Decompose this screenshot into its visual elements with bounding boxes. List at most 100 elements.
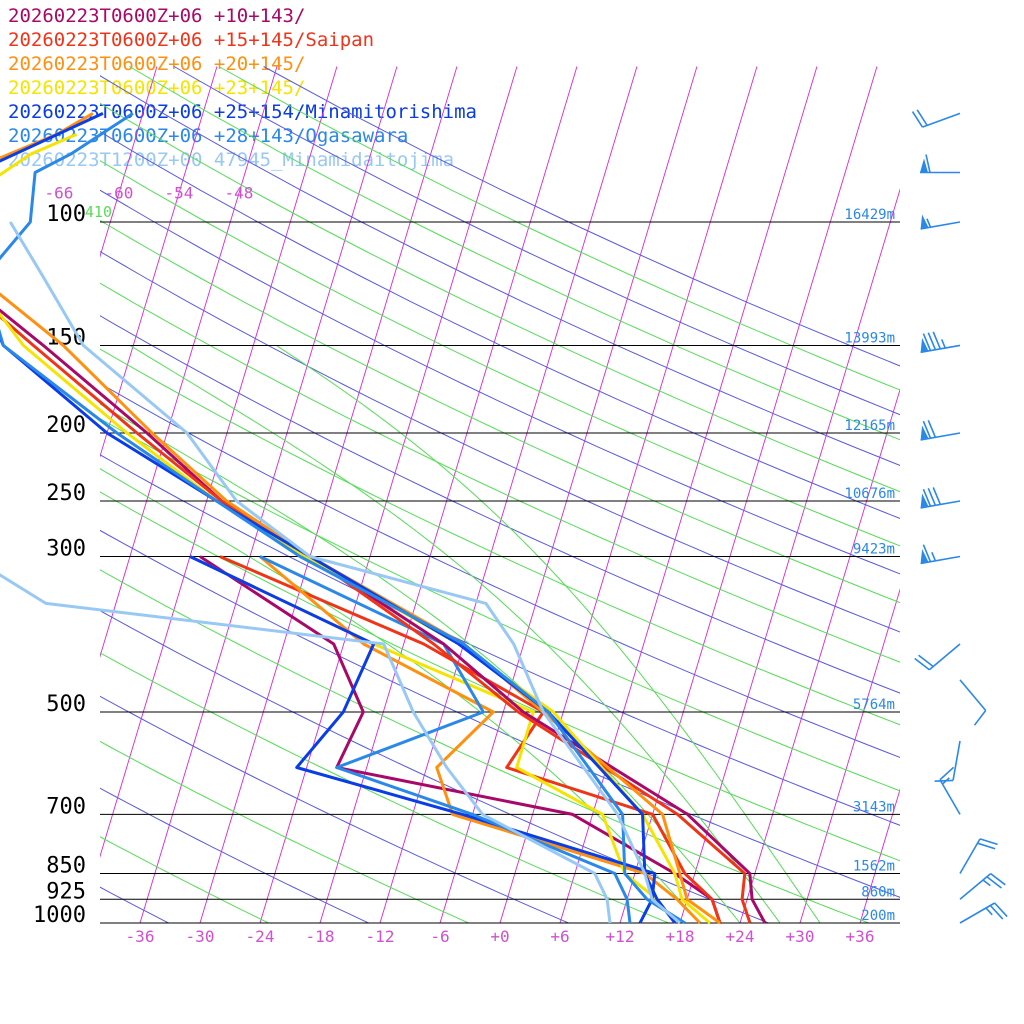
temperature-line <box>0 112 686 925</box>
wind-barb-full <box>927 332 937 351</box>
pressure-label: 300 <box>46 536 86 561</box>
wind-barb-full <box>922 488 932 507</box>
wind-barb-shaft <box>922 112 961 128</box>
dry-adiabat-line <box>100 348 900 726</box>
isotherm-line <box>799 588 900 923</box>
wind-barb-full <box>979 838 998 846</box>
wind-barb-half <box>941 777 950 785</box>
height-label: 5764m <box>853 697 895 713</box>
x-tick-label: +0 <box>490 927 509 946</box>
wind-barb-full <box>932 331 942 350</box>
sounding-profiles <box>0 112 767 925</box>
dry-adiabat-line <box>100 695 569 923</box>
wind-barb-shaft <box>920 555 961 565</box>
legend-entry: 20260223T0600Z+06 +10+143/ <box>8 5 306 27</box>
isotherm-line <box>259 66 518 923</box>
pressure-label: 700 <box>46 794 86 819</box>
wind-barb-full <box>932 487 942 505</box>
dewpoint-line <box>259 555 702 925</box>
isotherm-line <box>679 188 900 923</box>
isotherm-line <box>319 66 578 923</box>
legend-entry: 20260223T0600Z+06 +15+145/Saipan <box>8 29 375 51</box>
wind-barb-full <box>994 902 1008 918</box>
wind-barb-pennant <box>920 337 929 353</box>
wind-barb-shaft <box>959 872 992 900</box>
wind-barb-full <box>916 109 928 126</box>
wind-barb-pennant <box>920 425 929 440</box>
wind-barb-full <box>918 654 934 668</box>
wind-barb-pennant <box>920 158 928 173</box>
height-label: 13993m <box>844 330 895 346</box>
dry-adiabat-line <box>100 160 900 547</box>
wind-barb-half <box>985 907 993 916</box>
wind-barb-full <box>922 544 932 563</box>
isotherm-line <box>439 66 698 923</box>
x-tick-label: +18 <box>666 927 695 946</box>
wind-barb-shaft <box>920 432 961 441</box>
wind-barb <box>939 766 961 815</box>
wind-barb-shaft <box>939 779 961 815</box>
wind-barb <box>920 544 961 565</box>
x-tick-label: -24 <box>246 927 275 946</box>
wind-barb <box>911 109 961 128</box>
wind-barb <box>920 331 961 354</box>
wind-barb <box>934 740 961 783</box>
wind-barb <box>920 214 961 230</box>
x-tick-label: +24 <box>726 927 755 946</box>
wind-barb-full <box>927 488 937 506</box>
x-tick-label: -6 <box>430 927 449 946</box>
wind-barb-full <box>986 876 1002 889</box>
moist-adiabat-line <box>100 468 701 923</box>
wind-barb <box>920 420 961 441</box>
x-tick-label: -18 <box>306 927 335 946</box>
isotherm-line <box>139 66 398 923</box>
wind-barb <box>959 679 987 726</box>
wind-barb <box>914 643 961 671</box>
wind-barb-full <box>939 766 955 781</box>
pressure-label: 925 <box>46 879 86 904</box>
dry-adiabat-line <box>100 315 900 694</box>
wind-barb <box>959 872 1006 900</box>
height-label: 3143m <box>853 799 895 815</box>
wind-barb-shaft <box>959 902 996 924</box>
isotherm-label: -48 <box>224 183 253 202</box>
x-tick-label: -12 <box>366 927 395 946</box>
wind-barb-half <box>982 879 991 887</box>
dry-adiabat-line <box>100 787 369 923</box>
wind-barb-full <box>973 710 987 726</box>
x-tick-label: +6 <box>550 927 569 946</box>
dry-adiabat-line <box>100 569 869 923</box>
dry-adiabat-line <box>100 189 900 575</box>
height-label: 1562m <box>853 859 895 875</box>
temperature-line <box>0 308 767 924</box>
dewpoint-line <box>189 555 657 924</box>
isotherm-line <box>100 66 218 458</box>
wind-barb-shaft <box>959 679 987 712</box>
legend-entry: 20260223T1200Z+00 47945_Minamidaitojima <box>8 149 455 171</box>
wind-barb-full <box>990 872 1006 886</box>
isotherm-line <box>739 388 900 923</box>
x-tick-label: +30 <box>786 927 815 946</box>
height-label: 16429m <box>844 207 895 223</box>
isotherm-line <box>199 66 458 923</box>
wind-barb-full <box>925 154 931 173</box>
wind-barb-half <box>931 552 937 562</box>
x-tick-label: -36 <box>126 927 155 946</box>
dewpoint-line <box>259 555 632 924</box>
temperature-line <box>9 221 681 925</box>
wind-barb-shaft <box>959 838 981 874</box>
x-tick-label: +36 <box>846 927 875 946</box>
isotherm-line <box>619 66 878 923</box>
legend: 20260223T0600Z+06 +10+143/ 20260223T0600… <box>8 4 477 172</box>
isotherm-label: -54 <box>164 183 193 202</box>
pressure-label: 1000 <box>33 903 86 928</box>
isotherm-label: -66 <box>44 183 73 202</box>
x-tick-label: -30 <box>186 927 215 946</box>
wind-barb-pennant <box>920 548 929 564</box>
wind-barb-full <box>977 842 996 850</box>
wind-barb-full <box>911 111 924 128</box>
x-tick-label: +12 <box>606 927 635 946</box>
dry-adiabat-line <box>100 131 900 520</box>
wind-barb-full <box>922 420 932 439</box>
wind-barb-full <box>989 904 1004 920</box>
